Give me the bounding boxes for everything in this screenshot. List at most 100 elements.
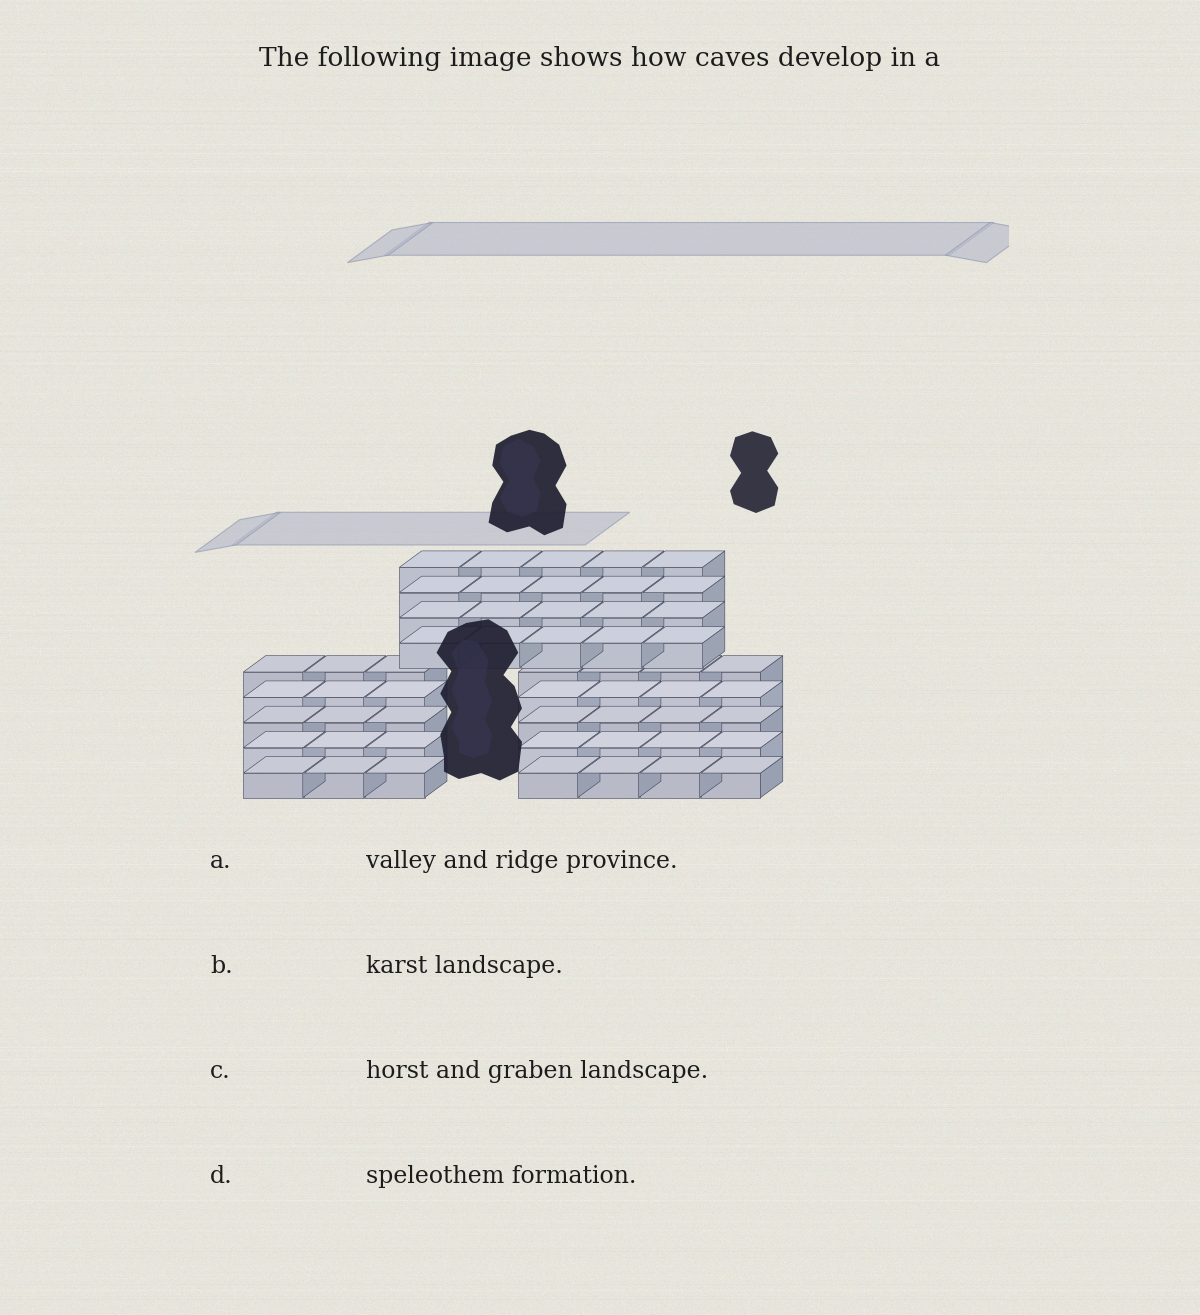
Polygon shape (425, 681, 446, 722)
Polygon shape (302, 656, 325, 697)
Polygon shape (701, 731, 782, 748)
Polygon shape (702, 627, 725, 668)
Polygon shape (400, 593, 458, 617)
Polygon shape (640, 672, 700, 697)
Polygon shape (581, 576, 602, 617)
Polygon shape (400, 627, 481, 643)
Polygon shape (244, 672, 302, 697)
Polygon shape (400, 618, 458, 642)
Polygon shape (577, 731, 600, 772)
Polygon shape (244, 731, 325, 748)
Polygon shape (581, 601, 602, 642)
Polygon shape (244, 697, 302, 722)
Polygon shape (365, 672, 425, 697)
Polygon shape (244, 756, 325, 773)
Polygon shape (582, 576, 664, 593)
Polygon shape (580, 656, 661, 672)
Polygon shape (701, 706, 782, 722)
Polygon shape (518, 748, 577, 772)
Polygon shape (461, 576, 542, 593)
Polygon shape (425, 756, 446, 798)
Polygon shape (364, 756, 386, 798)
Polygon shape (582, 567, 642, 592)
Polygon shape (365, 748, 425, 772)
Polygon shape (521, 567, 581, 592)
Polygon shape (305, 681, 386, 697)
Polygon shape (458, 551, 481, 592)
Polygon shape (700, 706, 722, 747)
Text: karst landscape.: karst landscape. (366, 955, 563, 978)
Polygon shape (400, 643, 458, 668)
Polygon shape (761, 731, 782, 772)
Polygon shape (305, 697, 364, 722)
Polygon shape (365, 722, 425, 747)
Polygon shape (643, 593, 702, 617)
Polygon shape (640, 681, 722, 697)
Polygon shape (400, 601, 481, 618)
Polygon shape (761, 706, 782, 747)
Polygon shape (437, 619, 522, 781)
Polygon shape (580, 681, 661, 697)
Polygon shape (244, 722, 302, 747)
Polygon shape (305, 672, 364, 697)
Polygon shape (244, 681, 325, 697)
Polygon shape (642, 551, 664, 592)
Polygon shape (701, 773, 761, 798)
Polygon shape (638, 706, 661, 747)
Polygon shape (244, 748, 302, 772)
Polygon shape (302, 731, 325, 772)
Polygon shape (700, 756, 722, 798)
Polygon shape (521, 551, 602, 567)
Polygon shape (521, 643, 581, 668)
Polygon shape (365, 681, 446, 697)
Polygon shape (580, 697, 638, 722)
Polygon shape (582, 601, 664, 618)
Polygon shape (305, 756, 386, 773)
Polygon shape (701, 748, 761, 772)
Polygon shape (520, 551, 542, 592)
Polygon shape (305, 731, 386, 748)
Polygon shape (582, 593, 642, 617)
Polygon shape (640, 697, 700, 722)
Polygon shape (701, 681, 782, 697)
Polygon shape (582, 643, 642, 668)
Polygon shape (638, 656, 661, 697)
Polygon shape (761, 756, 782, 798)
Polygon shape (365, 706, 446, 722)
Polygon shape (761, 656, 782, 697)
Polygon shape (400, 576, 481, 593)
Polygon shape (521, 618, 581, 642)
Text: a.: a. (210, 849, 232, 873)
Polygon shape (302, 756, 325, 798)
Polygon shape (640, 706, 722, 722)
Polygon shape (577, 681, 600, 722)
Polygon shape (521, 601, 602, 618)
Polygon shape (305, 773, 364, 798)
Polygon shape (365, 773, 425, 798)
Text: d.: d. (210, 1165, 233, 1189)
Polygon shape (518, 756, 600, 773)
Polygon shape (582, 627, 664, 643)
Polygon shape (580, 773, 638, 798)
Polygon shape (458, 576, 481, 617)
Polygon shape (761, 681, 782, 722)
Polygon shape (640, 722, 700, 747)
Polygon shape (577, 706, 600, 747)
Polygon shape (364, 656, 386, 697)
Text: valley and ridge province.: valley and ridge province. (366, 849, 678, 873)
Polygon shape (518, 722, 577, 747)
Polygon shape (233, 513, 630, 544)
Polygon shape (643, 643, 702, 668)
Polygon shape (244, 773, 302, 798)
Polygon shape (581, 627, 602, 668)
Polygon shape (640, 756, 722, 773)
Polygon shape (577, 656, 600, 697)
Polygon shape (347, 222, 433, 263)
Polygon shape (701, 656, 782, 672)
Polygon shape (642, 576, 664, 617)
Polygon shape (580, 672, 638, 697)
Polygon shape (458, 601, 481, 642)
Polygon shape (425, 731, 446, 772)
Polygon shape (461, 627, 542, 643)
Polygon shape (702, 551, 725, 592)
